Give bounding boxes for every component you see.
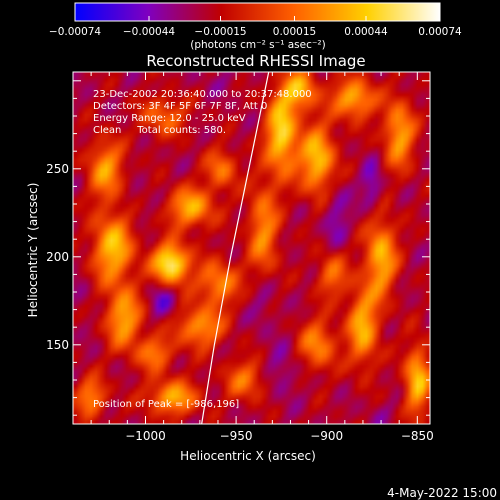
y-tick-label: 150 [46,338,69,352]
annotation-energy-range: Energy Range: 12.0 - 25.0 keV [93,113,246,124]
colorbar-tick-label: −0.00044 [123,26,176,38]
plot-frame [72,71,431,425]
y-tick-label: 250 [46,162,69,176]
footer-timestamp: 4-May-2022 15:00 [387,486,497,500]
colorbar-tick-label: 0.00044 [344,26,388,38]
axis-ticks: −1000 −950 −900 −850 150 200 250 [46,72,434,443]
colorbar-tick-label: −0.00015 [194,26,246,38]
colorbar-gradient [74,2,441,22]
x-tick-label: −1000 [125,429,166,443]
x-tick-label: −900 [310,429,343,443]
x-tick-label: −850 [401,429,434,443]
y-tick-label: 200 [46,250,69,264]
chart-title: Reconstructed RHESSI Image [146,52,365,70]
annotation-block: 23-Dec-2002 20:36:40.000 to 20:37:48.000… [93,89,312,410]
plot-area: −1000 −950 −900 −850 150 200 250 [46,71,434,443]
colorbar-ticks: −0.00074 −0.00044 −0.00015 0.00015 0.00044 0.… [49,16,462,38]
colorbar-tick-label: −0.00074 [49,26,102,38]
annotation-clean-counts: Clean Total counts: 580. [93,125,226,136]
x-axis-label: Heliocentric X (arcsec) [180,449,316,463]
y-axis-label: Heliocentric Y (arcsec) [26,183,40,318]
annotation-detectors: Detectors: 3F 4F 5F 6F 7F 8F, Att 0 [93,101,267,112]
peak-position-label: Position of Peak = [-986,196] [93,399,239,410]
annotation-time-range: 23-Dec-2002 20:36:40.000 to 20:37:48.000 [93,89,312,100]
colorbar-tick-label: 0.00074 [418,26,462,38]
colorbar-tick-label: 0.00015 [273,26,316,38]
colorbar-units-label: (photons cm⁻² s⁻¹ asec⁻²) [190,39,325,51]
heatmap-image [73,72,430,424]
x-tick-label: −950 [220,429,253,443]
colorbar: −0.00074 −0.00044 −0.00015 0.00015 0.00044 0.… [49,2,462,51]
solar-limb-line [201,72,270,424]
